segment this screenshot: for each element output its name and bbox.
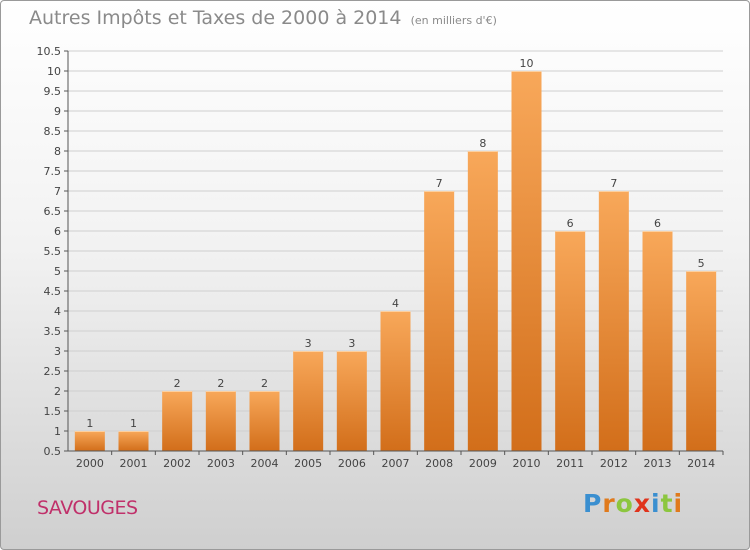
data-labels: 1 1 2 2 2 3 3 4 7 8 10 6 7 6 5 (86, 57, 704, 430)
bar-2005 (293, 351, 324, 451)
bar-2000 (74, 431, 105, 451)
axes (67, 51, 724, 455)
y-tick-label: 8.5 (44, 125, 62, 138)
data-label: 1 (86, 417, 93, 430)
logo-letter: o (615, 489, 634, 518)
data-label: 1 (130, 417, 137, 430)
bar-2010 (511, 71, 542, 451)
x-tick-label: 2010 (513, 457, 541, 470)
y-tick-label: 9.5 (44, 85, 62, 98)
x-tick-label: 2003 (207, 457, 235, 470)
y-tick-label: 5.5 (44, 245, 62, 258)
bar-2006 (336, 351, 367, 451)
bars (74, 71, 717, 451)
logo-letter: i (673, 489, 684, 518)
y-tick-label: 6.5 (44, 205, 62, 218)
chart-title: Autres Impôts et Taxes de 2000 à 2014 (29, 7, 402, 29)
data-label: 3 (348, 337, 355, 350)
bar-2001 (118, 431, 149, 451)
y-tick-label: 1.5 (44, 405, 62, 418)
bar-2012 (598, 191, 629, 451)
x-tick-labels: 2000 2001 2002 2003 2004 2005 2006 2007 2008 2009… (76, 457, 715, 470)
data-label: 3 (305, 337, 312, 350)
logo-letter: r (602, 489, 616, 518)
y-tick-label: 3 (54, 345, 61, 358)
logo-letter: i (651, 489, 661, 518)
y-tick-label: 6 (54, 225, 61, 238)
proxiti-logo: Proxiti (583, 489, 683, 518)
data-label: 6 (654, 217, 661, 230)
x-tick-label: 2014 (687, 457, 715, 470)
x-tick-label: 2000 (76, 457, 104, 470)
bar-2014 (686, 271, 717, 451)
logo-letter: t (660, 489, 674, 518)
bar-2011 (555, 231, 586, 451)
y-tick-label: 7.5 (44, 165, 62, 178)
data-label: 7 (436, 177, 443, 190)
bar-2008 (424, 191, 455, 451)
x-tick-label: 2013 (644, 457, 672, 470)
x-tick-label: 2001 (120, 457, 148, 470)
y-tick-label: 8 (54, 145, 61, 158)
bar-2003 (205, 391, 236, 451)
y-tick-label: 3.5 (44, 325, 62, 338)
y-tick-labels: 0.5 1 1.5 2 2.5 3 3.5 4 4.5 5 5.5 6 6.5 7 7.5 8 8.5 9 9.5 1… (37, 45, 62, 458)
y-tick-label: 10.5 (37, 45, 62, 58)
x-tick-label: 2008 (425, 457, 453, 470)
logo-letter: P (583, 489, 603, 518)
y-tick-label: 5 (54, 265, 61, 278)
y-tick-label: 7 (54, 185, 61, 198)
x-tick-label: 2011 (556, 457, 584, 470)
data-label: 4 (392, 297, 399, 310)
bar-2009 (467, 151, 498, 451)
data-label: 2 (261, 377, 268, 390)
y-tick-label: 9 (54, 105, 61, 118)
y-tick-label: 1 (54, 425, 61, 438)
commune-name: SAVOUGES (37, 497, 138, 519)
bar-2013 (642, 231, 673, 451)
x-tick-label: 2007 (382, 457, 410, 470)
x-tick-label: 2005 (294, 457, 322, 470)
x-tick-label: 2012 (600, 457, 628, 470)
bar-2004 (249, 391, 280, 451)
bar-2007 (380, 311, 411, 451)
logo-letter: x (633, 489, 651, 518)
data-label: 2 (217, 377, 224, 390)
y-tick-label: 2.5 (44, 365, 62, 378)
data-label: 7 (610, 177, 617, 190)
x-tick-label: 2002 (163, 457, 191, 470)
x-tick-label: 2006 (338, 457, 366, 470)
y-tick-label: 4 (54, 305, 61, 318)
data-label: 8 (479, 137, 486, 150)
data-label: 10 (520, 57, 534, 70)
y-tick-label: 4.5 (44, 285, 62, 298)
y-tick-label: 10 (47, 65, 61, 78)
data-label: 2 (174, 377, 181, 390)
bar-2002 (162, 391, 193, 451)
y-tick-label: 2 (54, 385, 61, 398)
data-label: 5 (698, 257, 705, 270)
chart-subtitle: (en milliers d'€) (410, 14, 497, 27)
y-tick-label: 0.5 (44, 445, 62, 458)
x-tick-label: 2004 (251, 457, 279, 470)
x-tick-label: 2009 (469, 457, 497, 470)
data-label: 6 (567, 217, 574, 230)
title-line: Autres Impôts et Taxes de 2000 à 2014 (e… (29, 7, 497, 29)
